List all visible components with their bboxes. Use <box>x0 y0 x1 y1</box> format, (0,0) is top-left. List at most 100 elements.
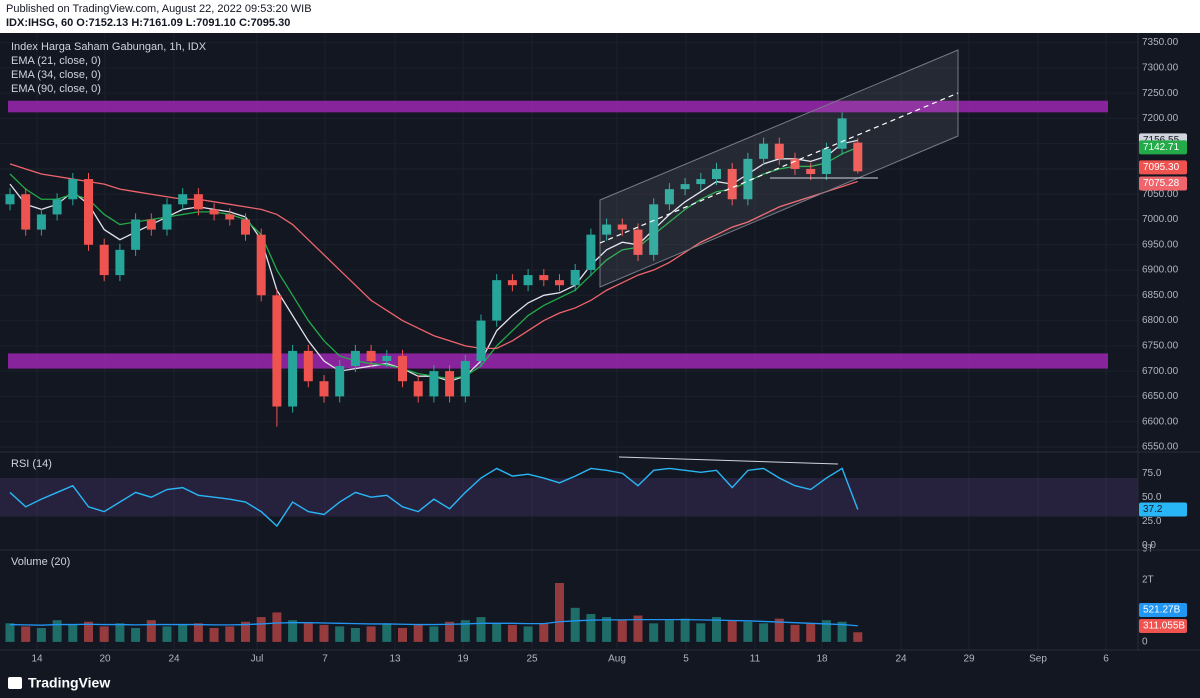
candle-body <box>84 179 93 245</box>
candle-body <box>664 189 674 205</box>
zone <box>8 100 1108 113</box>
x-tick-label: 14 <box>31 654 43 665</box>
volume-bar <box>178 624 188 642</box>
rsi-title: RSI (14) <box>11 458 52 470</box>
candle-body <box>162 204 172 230</box>
volume-bar <box>5 623 15 642</box>
volume-ma-line <box>9 618 858 627</box>
rsi-trendline <box>618 456 839 465</box>
candle-body <box>712 168 721 180</box>
candle-body <box>225 214 235 220</box>
x-tick-label: 5 <box>683 654 689 665</box>
volume-bar <box>319 624 329 642</box>
candle-body <box>241 219 250 235</box>
zone <box>8 353 1108 369</box>
x-tick-label: 11 <box>750 654 761 665</box>
volume-bar <box>680 618 690 642</box>
last-value-label: 37.2 <box>1143 504 1163 515</box>
candle-body <box>759 143 769 159</box>
candle-body <box>790 158 800 169</box>
volume-bar <box>303 623 313 642</box>
volume-bar <box>209 627 219 642</box>
candle-body <box>837 118 847 149</box>
candle-body <box>366 350 376 362</box>
legend-entry: EMA (90, close, 0) <box>11 83 101 95</box>
volume-bar <box>460 620 470 642</box>
candle-body <box>774 143 784 159</box>
volume-bar <box>696 623 706 642</box>
x-tick-label: 7 <box>322 654 328 665</box>
y-tick-label: 6600.00 <box>1142 416 1179 427</box>
volume-bar <box>555 583 564 642</box>
volume-bar <box>821 620 831 642</box>
candle-body <box>319 381 329 397</box>
y-tick-label: 7300.00 <box>1142 62 1179 73</box>
x-tick-label: Jul <box>251 654 264 665</box>
candle-body <box>99 244 109 276</box>
volume-bar <box>350 627 360 642</box>
volume-bar <box>539 623 549 642</box>
y-tick-label: 3T <box>1142 544 1154 555</box>
y-tick-label: 7250.00 <box>1142 88 1179 99</box>
y-tick-label: 6900.00 <box>1142 265 1179 276</box>
volume-bar <box>727 620 737 642</box>
last-value-label: 7142.71 <box>1143 142 1180 153</box>
candle-body <box>539 275 549 281</box>
candle-body <box>555 280 564 286</box>
x-tick-label: 6 <box>1103 654 1109 665</box>
volume-bar <box>84 621 93 642</box>
candle-body <box>633 229 643 255</box>
candle-body <box>743 158 753 200</box>
volume-bar <box>52 620 62 642</box>
legend-entry: EMA (21, close, 0) <box>11 55 101 67</box>
last-value-label-box <box>1139 502 1187 517</box>
candle-body <box>696 179 706 185</box>
volume-bar <box>256 617 266 642</box>
x-tick-label: 19 <box>457 654 469 665</box>
ema-line <box>9 163 859 350</box>
volume-bar <box>790 624 800 642</box>
x-tick-label: 29 <box>963 654 975 665</box>
candle-body <box>413 381 423 397</box>
candle-body <box>727 168 737 200</box>
candle-body <box>146 219 156 230</box>
x-tick-label: 18 <box>816 654 828 665</box>
main-title: Index Harga Saham Gabungan, 1h, IDX <box>11 41 207 53</box>
logo-icon <box>8 677 22 689</box>
y-tick-label: 7000.00 <box>1142 214 1179 225</box>
x-tick-label: 20 <box>99 654 111 665</box>
volume-bar <box>398 627 407 642</box>
last-value-label-box <box>1139 619 1187 633</box>
footer-brand: TradingView <box>28 675 110 691</box>
volume-bar <box>759 623 769 642</box>
candle-body <box>398 355 407 382</box>
volume-bar <box>853 632 863 642</box>
candle-body <box>178 194 188 205</box>
annotations <box>599 49 959 465</box>
volume-bar <box>366 626 376 642</box>
symbol-line: IDX:IHSG, 60 O:7152.13 H:7161.09 L:7091.… <box>6 17 290 29</box>
volume-bar <box>633 615 643 642</box>
rsi-line <box>9 467 859 528</box>
volume-bar <box>413 624 423 642</box>
y-tick-label: 7050.00 <box>1142 189 1179 200</box>
volume-bar <box>225 626 235 642</box>
candle-body <box>256 234 266 296</box>
last-value-label-box <box>1139 176 1187 191</box>
candle-body <box>445 371 455 397</box>
last-value-label: 521.27B <box>1143 605 1181 616</box>
volume-bar <box>445 621 455 642</box>
candle-body <box>680 184 690 190</box>
volume-bar <box>115 623 125 642</box>
candle-body <box>507 280 517 286</box>
candle-body <box>272 295 282 407</box>
channel-midline <box>599 92 959 244</box>
volume-bar <box>272 612 282 642</box>
x-tick-label: 25 <box>526 654 538 665</box>
candle-body <box>586 234 596 271</box>
last-value-label: 7075.28 <box>1143 178 1180 189</box>
legend-entry: EMA (34, close, 0) <box>11 69 101 81</box>
candle-body <box>21 194 31 230</box>
y-tick-label: 50.0 <box>1142 492 1162 503</box>
